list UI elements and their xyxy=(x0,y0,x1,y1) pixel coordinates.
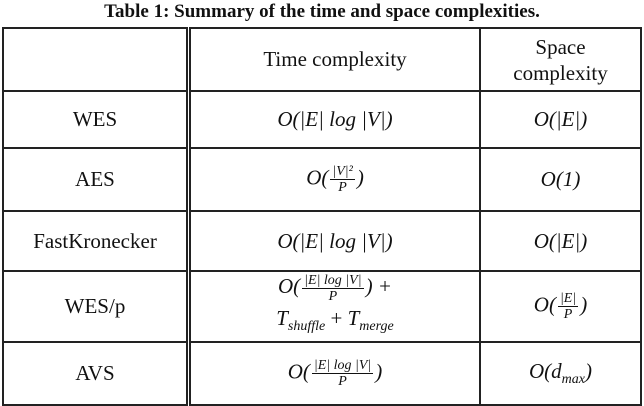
expr-post: ) xyxy=(356,165,364,190)
table-row: FastKronecker O(|E| log |V|) O(|E|) xyxy=(2,210,642,272)
table-row: WES O(|E| log |V|) O(|E|) xyxy=(2,90,642,149)
table-row: AES O(|V|² P) O(1) xyxy=(2,147,642,212)
time-complexity: O(|E| log |V| P) + Tshuffle + Tmerge xyxy=(187,270,481,343)
denominator: P xyxy=(338,373,347,389)
method-name: WES/p xyxy=(2,270,191,343)
expr-pre: O( xyxy=(278,274,301,298)
time-complexity: O(|E| log |V|) xyxy=(187,210,481,272)
expr-post: ) xyxy=(580,292,588,317)
header-time: Time complexity xyxy=(187,27,481,92)
numerator: |E| log |V| xyxy=(302,272,364,289)
space-complexity: O(|E|) xyxy=(479,90,642,149)
method-name: FastKronecker xyxy=(2,210,191,272)
expr-pre: O( xyxy=(306,165,329,190)
space-complexity: O(dmax) xyxy=(479,340,642,406)
denominator: P xyxy=(328,288,338,304)
fraction: |E| P xyxy=(557,290,579,322)
time-complexity: O(|E| log |V|) xyxy=(187,90,481,149)
expr-post: ) xyxy=(375,359,383,384)
space-complexity: O(|E| P) xyxy=(479,270,642,343)
table-row: AVS O(|E| log |V| P) O(dmax) xyxy=(2,340,642,406)
method-name: AVS xyxy=(2,340,191,406)
method-name: WES xyxy=(2,90,191,149)
header-method xyxy=(2,27,191,92)
header-space: Space complexity xyxy=(479,27,642,92)
expr-post: ) + xyxy=(365,274,392,298)
fraction: |E| log |V| P xyxy=(302,272,364,304)
fraction: |V|² P xyxy=(330,164,355,195)
expr-pre: O( xyxy=(533,292,556,317)
t-symbol: T xyxy=(276,305,288,330)
time-complexity: O(|E| log |V| P) xyxy=(187,340,481,406)
complexity-table: Time complexity Space complexity WES O(|… xyxy=(2,27,642,406)
header-row: Time complexity Space complexity xyxy=(2,27,642,92)
space-complexity: O(|E|) xyxy=(479,210,642,272)
t-symbol: T xyxy=(347,305,360,330)
table-row: WES/p O(|E| log |V| P) + Tshuffle + Tmerg… xyxy=(2,270,642,343)
t-subscript: shuffle xyxy=(287,318,326,334)
time-complexity: O(|V|² P) xyxy=(187,147,481,212)
denominator: P xyxy=(563,306,573,322)
table-caption: Table 1: Summary of the time and space c… xyxy=(104,1,540,22)
expr-post: ) xyxy=(585,358,592,383)
numerator: |E| log |V| xyxy=(311,357,374,374)
fraction: |E| log |V| P xyxy=(311,357,374,389)
space-complexity: O(1) xyxy=(479,147,642,212)
t-subscript: merge xyxy=(359,318,394,334)
plus: + xyxy=(325,305,348,330)
expr-pre: O( xyxy=(287,359,310,384)
numerator: |E| xyxy=(557,290,579,307)
subscript: max xyxy=(561,371,585,387)
expr-pre: O(d xyxy=(529,358,562,383)
numerator: |V|² xyxy=(330,164,355,180)
denominator: P xyxy=(338,180,347,195)
method-name: AES xyxy=(2,147,191,212)
